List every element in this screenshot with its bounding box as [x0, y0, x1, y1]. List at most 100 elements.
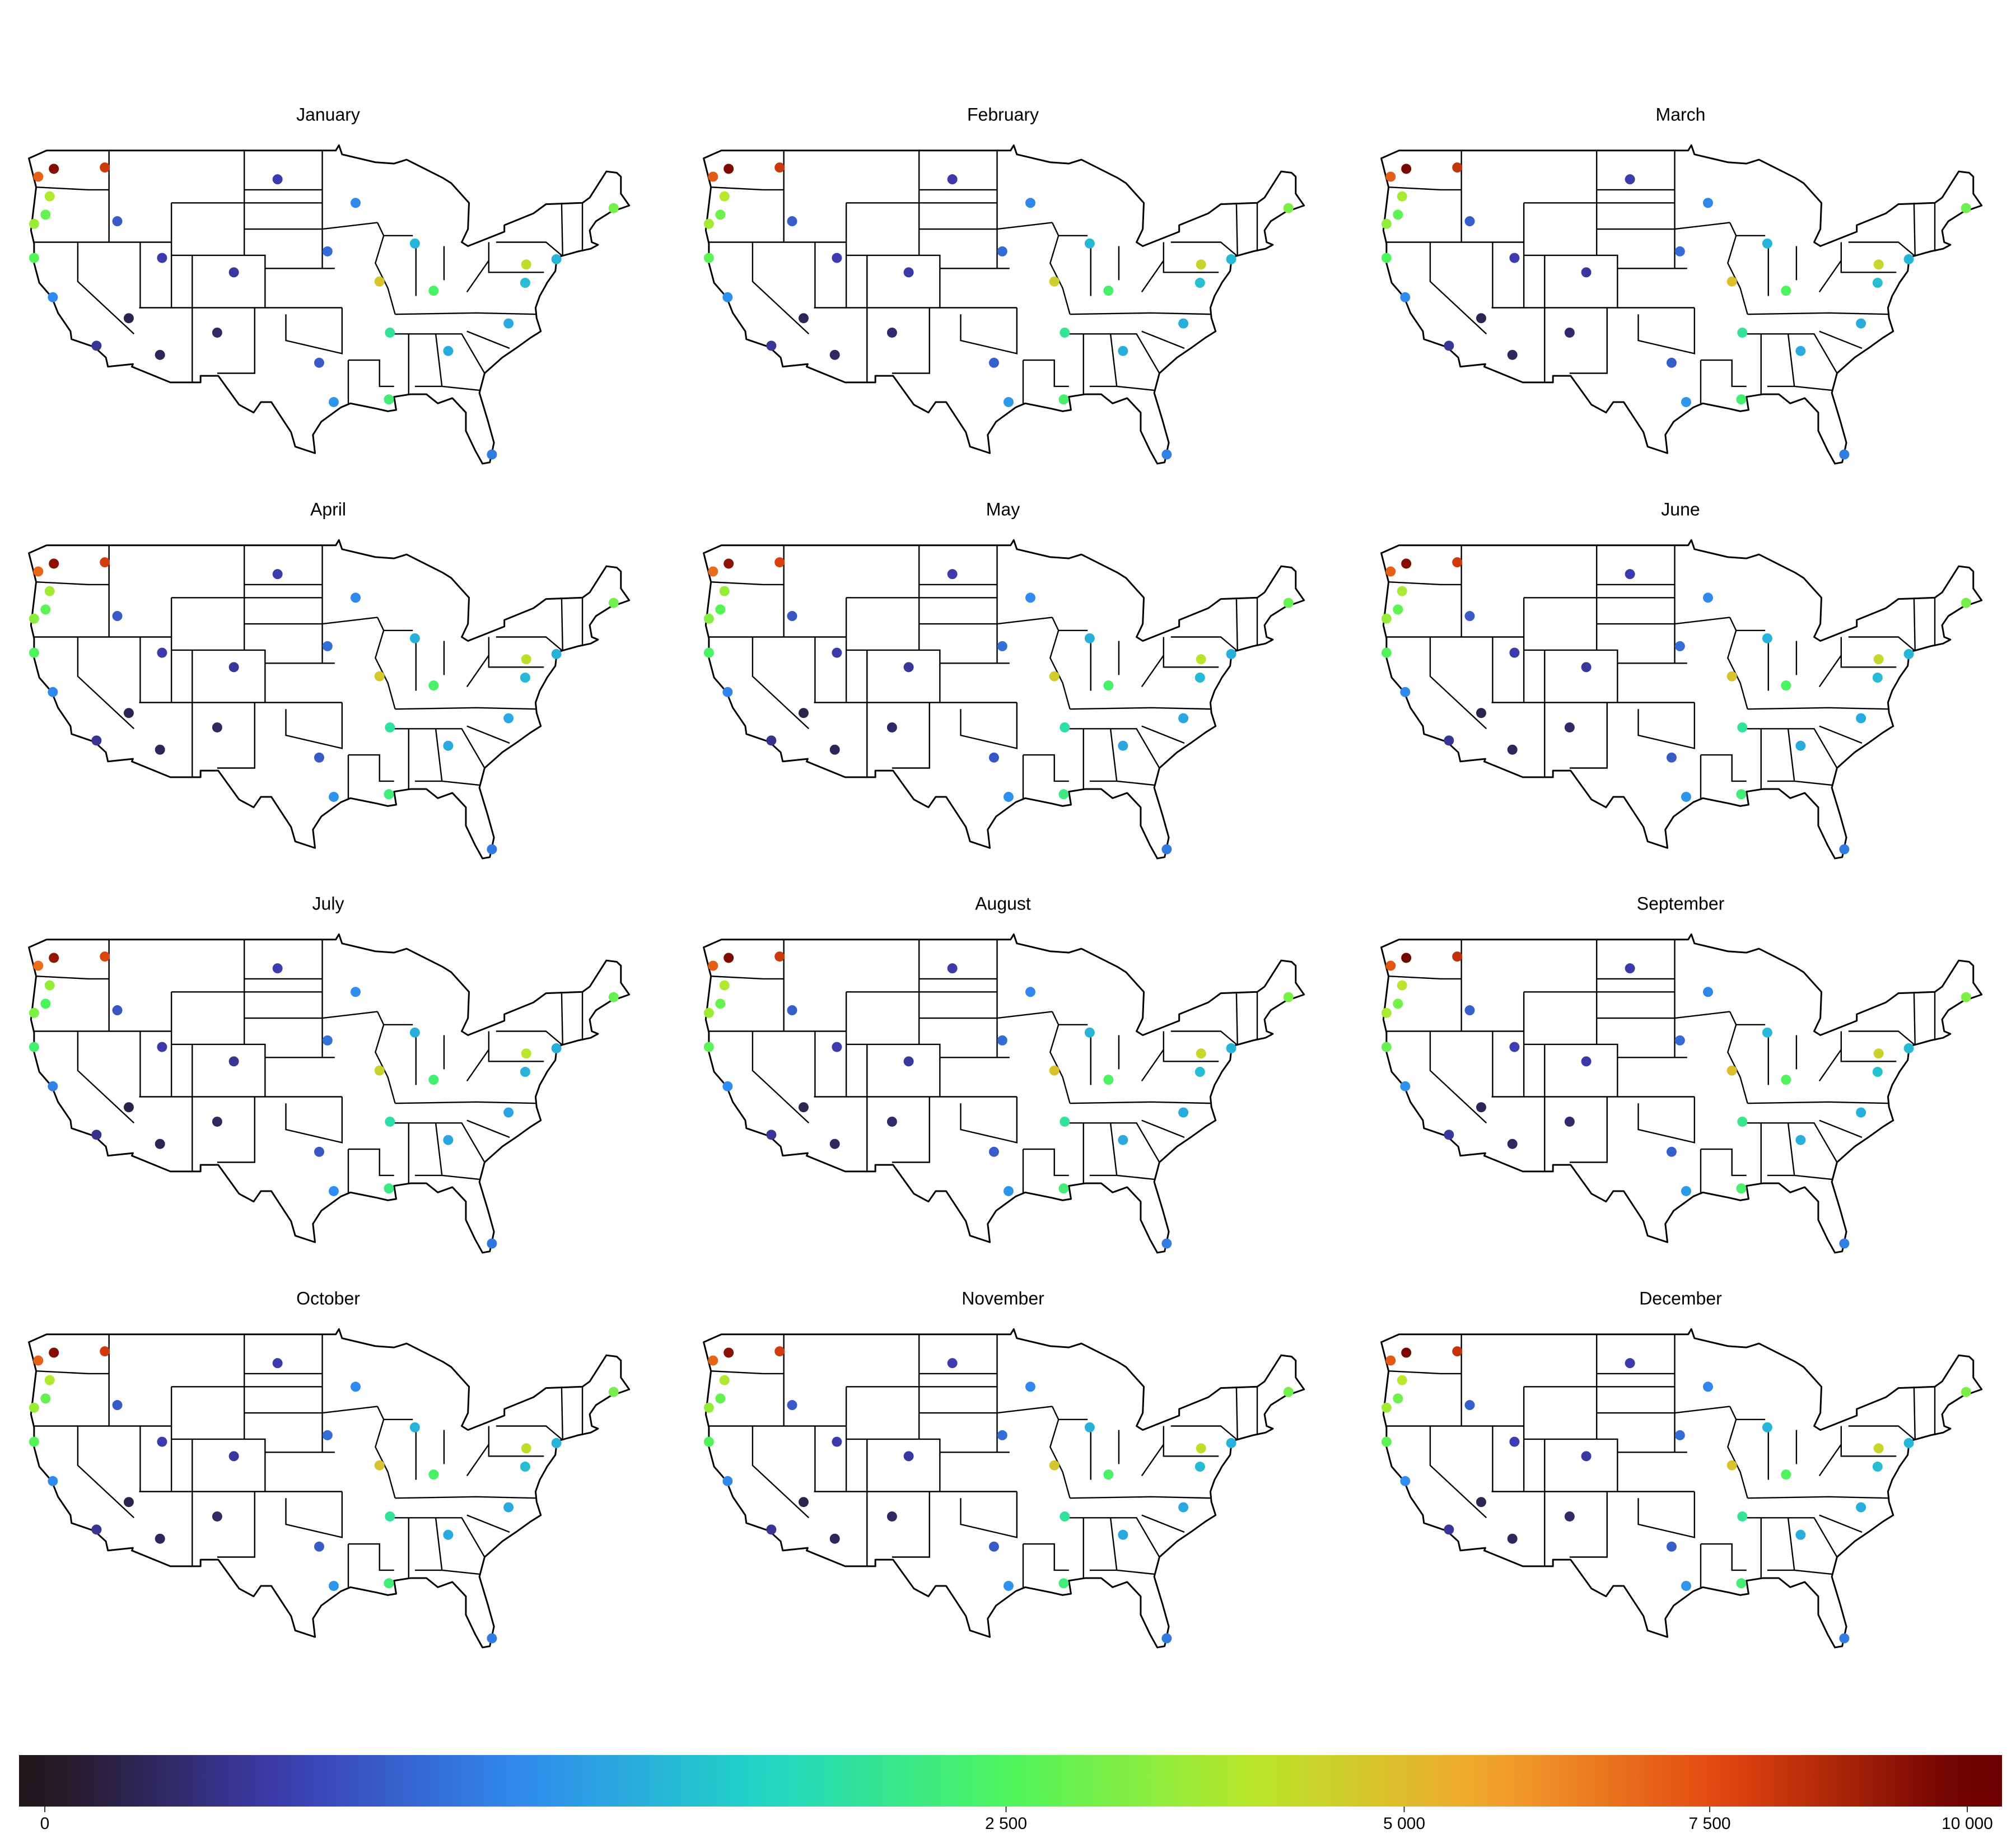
station-point	[1178, 1502, 1189, 1513]
station-point	[1283, 1387, 1294, 1397]
station-point	[314, 1541, 324, 1552]
map-panel: February	[704, 104, 1304, 464]
station-point	[1872, 1067, 1883, 1077]
station-point	[1381, 218, 1392, 229]
station-point	[322, 1035, 333, 1046]
station-point	[988, 1146, 999, 1157]
station-point	[1839, 1238, 1850, 1249]
station-point	[1393, 604, 1403, 615]
panel-title: May	[986, 499, 1020, 519]
station-point	[1118, 740, 1128, 751]
station-point	[40, 998, 51, 1009]
station-point	[798, 1497, 809, 1508]
station-point	[1381, 613, 1392, 624]
station-point	[520, 1462, 530, 1472]
station-point	[766, 340, 777, 351]
station-point	[228, 662, 239, 673]
panel-title: November	[962, 1288, 1044, 1308]
station-point	[385, 1116, 395, 1127]
station-point	[91, 1130, 102, 1140]
station-point	[1400, 1081, 1411, 1091]
station-point	[1581, 662, 1592, 673]
station-point	[272, 963, 283, 974]
station-point	[1795, 740, 1806, 751]
station-point	[1003, 791, 1014, 802]
station-point	[91, 735, 102, 746]
station-point	[328, 1186, 339, 1196]
station-point	[1681, 1186, 1691, 1196]
station-point	[428, 1075, 439, 1085]
station-point	[715, 998, 726, 1009]
station-point	[708, 171, 718, 182]
station-point	[997, 1430, 1007, 1440]
station-point	[1464, 1005, 1475, 1016]
station-point	[798, 313, 809, 324]
panels: January February March April May June July Augu…	[29, 104, 1982, 1648]
station-point	[708, 960, 718, 971]
map-panel: June	[1382, 499, 1982, 858]
station-point	[157, 1436, 167, 1447]
station-point	[1856, 1107, 1866, 1118]
station-point	[886, 1116, 897, 1127]
station-point	[551, 1438, 562, 1448]
us-map	[1382, 934, 1982, 1253]
station-point	[1625, 174, 1635, 185]
station-point	[409, 238, 420, 249]
station-point	[774, 951, 785, 962]
station-point	[1856, 713, 1866, 724]
station-point	[1452, 1346, 1463, 1357]
us-map	[1382, 145, 1982, 464]
us-map	[704, 540, 1304, 858]
station-point	[49, 164, 59, 174]
station-point	[1161, 844, 1172, 855]
station-point	[1674, 641, 1685, 651]
panel-title: March	[1656, 104, 1706, 124]
station-point	[1381, 253, 1392, 263]
station-point	[724, 1347, 734, 1358]
us-map	[704, 1329, 1304, 1648]
station-point	[521, 259, 531, 270]
station-point	[350, 592, 361, 603]
station-point	[1049, 671, 1060, 682]
station-point	[703, 218, 714, 229]
station-point	[1625, 1358, 1635, 1369]
station-point	[703, 1436, 714, 1447]
station-point	[1873, 654, 1884, 665]
station-point	[428, 286, 439, 296]
station-point	[1856, 318, 1866, 329]
us-map	[29, 145, 629, 464]
map-panel: March	[1382, 104, 1982, 464]
station-point	[385, 722, 395, 732]
station-point	[1385, 171, 1396, 182]
station-point	[1084, 238, 1095, 249]
station-point	[100, 951, 110, 962]
station-point	[708, 566, 718, 577]
station-point	[1103, 680, 1114, 691]
station-point	[722, 1476, 733, 1486]
station-point	[829, 1533, 840, 1544]
station-point	[1839, 449, 1850, 460]
station-point	[703, 1007, 714, 1018]
station-point	[374, 671, 385, 682]
station-point	[1509, 647, 1520, 658]
station-point	[832, 1042, 842, 1052]
station-point	[29, 218, 39, 229]
station-point	[123, 1497, 134, 1508]
station-point	[44, 191, 55, 202]
map-panel: January	[29, 104, 629, 464]
station-point	[100, 1346, 110, 1357]
station-point	[1681, 1580, 1691, 1591]
station-point	[1226, 254, 1236, 264]
station-point	[1103, 1469, 1114, 1480]
station-point	[1161, 1633, 1172, 1644]
station-point	[997, 246, 1007, 256]
station-point	[1625, 963, 1635, 974]
station-point	[112, 611, 123, 622]
station-point	[428, 680, 439, 691]
station-point	[1381, 647, 1392, 658]
station-point	[787, 216, 797, 227]
station-point	[1581, 1451, 1592, 1462]
station-point	[1025, 198, 1035, 208]
station-point	[112, 1005, 123, 1016]
